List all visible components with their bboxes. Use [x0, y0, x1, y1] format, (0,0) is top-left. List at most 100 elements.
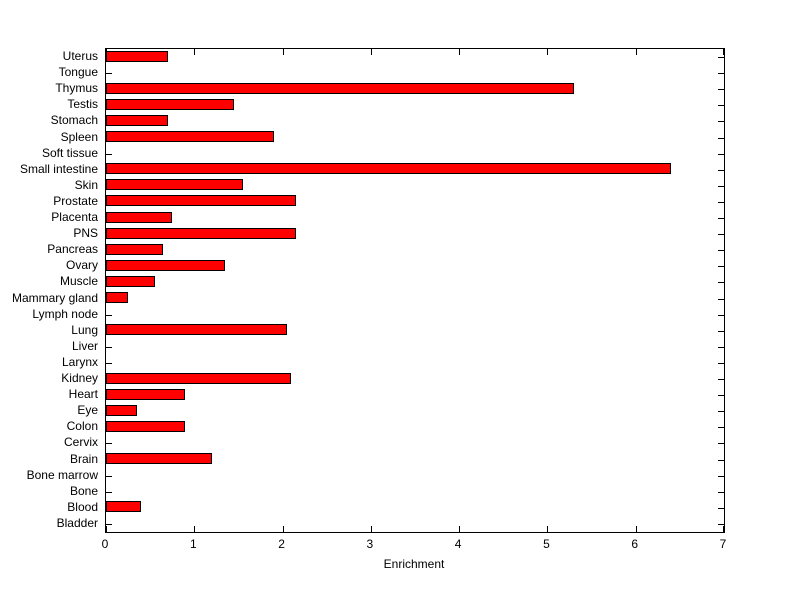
x-tick-mark — [283, 49, 284, 55]
y-tick-mark — [718, 57, 724, 58]
y-tick-mark — [718, 138, 724, 139]
x-tick-mark — [459, 526, 460, 532]
y-tick-mark — [718, 476, 724, 477]
y-tick-label-bone-marrow: Bone marrow — [26, 467, 98, 482]
bar-ovary — [106, 259, 226, 271]
y-tick-label-placenta: Placenta — [51, 210, 98, 225]
bar-colon — [106, 420, 186, 432]
x-tick-mark — [283, 526, 284, 532]
x-tick-mark — [547, 526, 548, 532]
y-tick-label-cervix: Cervix — [63, 435, 98, 450]
bar-lung — [106, 324, 287, 336]
y-tick-mark — [718, 443, 724, 444]
y-tick-label-colon: Colon — [66, 419, 98, 434]
bar-kidney — [106, 372, 292, 384]
y-tick-mark — [718, 234, 724, 235]
y-tick-label-pns: PNS — [73, 226, 98, 241]
bar-spleen — [106, 131, 274, 143]
y-tick-mark — [106, 492, 112, 493]
x-tick-mark — [459, 49, 460, 55]
y-tick-mark — [718, 363, 724, 364]
x-tick-label-4: 4 — [454, 537, 462, 551]
y-tick-mark — [718, 266, 724, 267]
y-tick-mark — [718, 331, 724, 332]
y-tick-mark — [718, 524, 724, 525]
y-tick-mark — [718, 395, 724, 396]
bar-blood — [106, 501, 142, 513]
x-tick-label-7: 7 — [719, 537, 727, 551]
y-tick-label-heart: Heart — [68, 387, 98, 402]
bar-placenta — [106, 211, 173, 223]
x-tick-label-0: 0 — [101, 537, 109, 551]
x-tick-label-3: 3 — [366, 537, 374, 551]
y-tick-mark — [718, 170, 724, 171]
y-tick-label-bladder: Bladder — [56, 515, 98, 530]
x-tick-mark — [547, 49, 548, 55]
y-tick-label-small-intestine: Small intestine — [19, 161, 98, 176]
x-tick-label-2: 2 — [278, 537, 285, 551]
bar-prostate — [106, 195, 296, 207]
y-tick-mark — [106, 524, 112, 525]
bar-mammary-gland — [106, 292, 129, 304]
x-tick-mark — [636, 49, 637, 55]
x-tick-mark — [723, 49, 724, 55]
bar-brain — [106, 453, 212, 465]
y-tick-label-pancreas: Pancreas — [47, 242, 98, 257]
y-tick-mark — [718, 186, 724, 187]
y-tick-mark — [718, 411, 724, 412]
bar-pns — [106, 227, 296, 239]
y-tick-label-thymus: Thymus — [55, 81, 98, 96]
bar-uterus — [106, 50, 168, 62]
y-tick-label-mammary-gland: Mammary gland — [11, 290, 98, 305]
x-axis-title: Enrichment — [383, 557, 445, 571]
y-tick-mark — [718, 460, 724, 461]
x-tick-mark — [723, 526, 724, 532]
y-tick-mark — [106, 347, 112, 348]
x-tick-label-6: 6 — [631, 537, 639, 551]
y-tick-mark — [718, 347, 724, 348]
y-tick-label-uterus: Uterus — [62, 49, 98, 64]
y-tick-mark — [718, 73, 724, 74]
y-tick-label-bone: Bone — [69, 483, 98, 498]
y-tick-mark — [718, 121, 724, 122]
y-tick-mark — [718, 218, 724, 219]
y-tick-mark — [106, 73, 112, 74]
plot-area — [105, 48, 725, 533]
y-tick-mark — [718, 250, 724, 251]
y-tick-mark — [718, 508, 724, 509]
x-tick-mark — [194, 49, 195, 55]
bar-skin — [106, 179, 243, 191]
bar-eye — [106, 404, 137, 416]
bar-muscle — [106, 275, 155, 287]
y-tick-mark — [718, 89, 724, 90]
y-tick-label-lung: Lung — [71, 322, 98, 337]
bar-testis — [106, 98, 234, 110]
y-tick-label-larynx: Larynx — [61, 354, 98, 369]
y-tick-label-skin: Skin — [74, 177, 98, 192]
y-tick-label-ovary: Ovary — [65, 258, 98, 273]
y-tick-label-prostate: Prostate — [53, 193, 98, 208]
x-tick-mark — [636, 526, 637, 532]
y-tick-label-lymph-node: Lymph node — [32, 306, 98, 321]
y-tick-label-testis: Testis — [67, 97, 98, 112]
y-tick-label-blood: Blood — [67, 499, 98, 514]
bar-small-intestine — [106, 163, 672, 175]
y-tick-mark — [718, 427, 724, 428]
y-tick-mark — [718, 105, 724, 106]
y-tick-mark — [106, 154, 112, 155]
y-tick-mark — [106, 476, 112, 477]
y-tick-mark — [718, 202, 724, 203]
x-tick-label-1: 1 — [189, 537, 197, 551]
y-tick-label-tongue: Tongue — [58, 65, 98, 80]
x-tick-mark — [371, 49, 372, 55]
bar-pancreas — [106, 243, 164, 255]
bar-stomach — [106, 114, 168, 126]
y-tick-mark — [106, 315, 112, 316]
y-tick-label-soft-tissue: Soft tissue — [41, 145, 98, 160]
y-tick-mark — [718, 379, 724, 380]
bar-heart — [106, 388, 186, 400]
y-tick-mark — [106, 363, 112, 364]
y-tick-label-spleen: Spleen — [60, 129, 98, 144]
y-tick-label-eye: Eye — [77, 403, 98, 418]
